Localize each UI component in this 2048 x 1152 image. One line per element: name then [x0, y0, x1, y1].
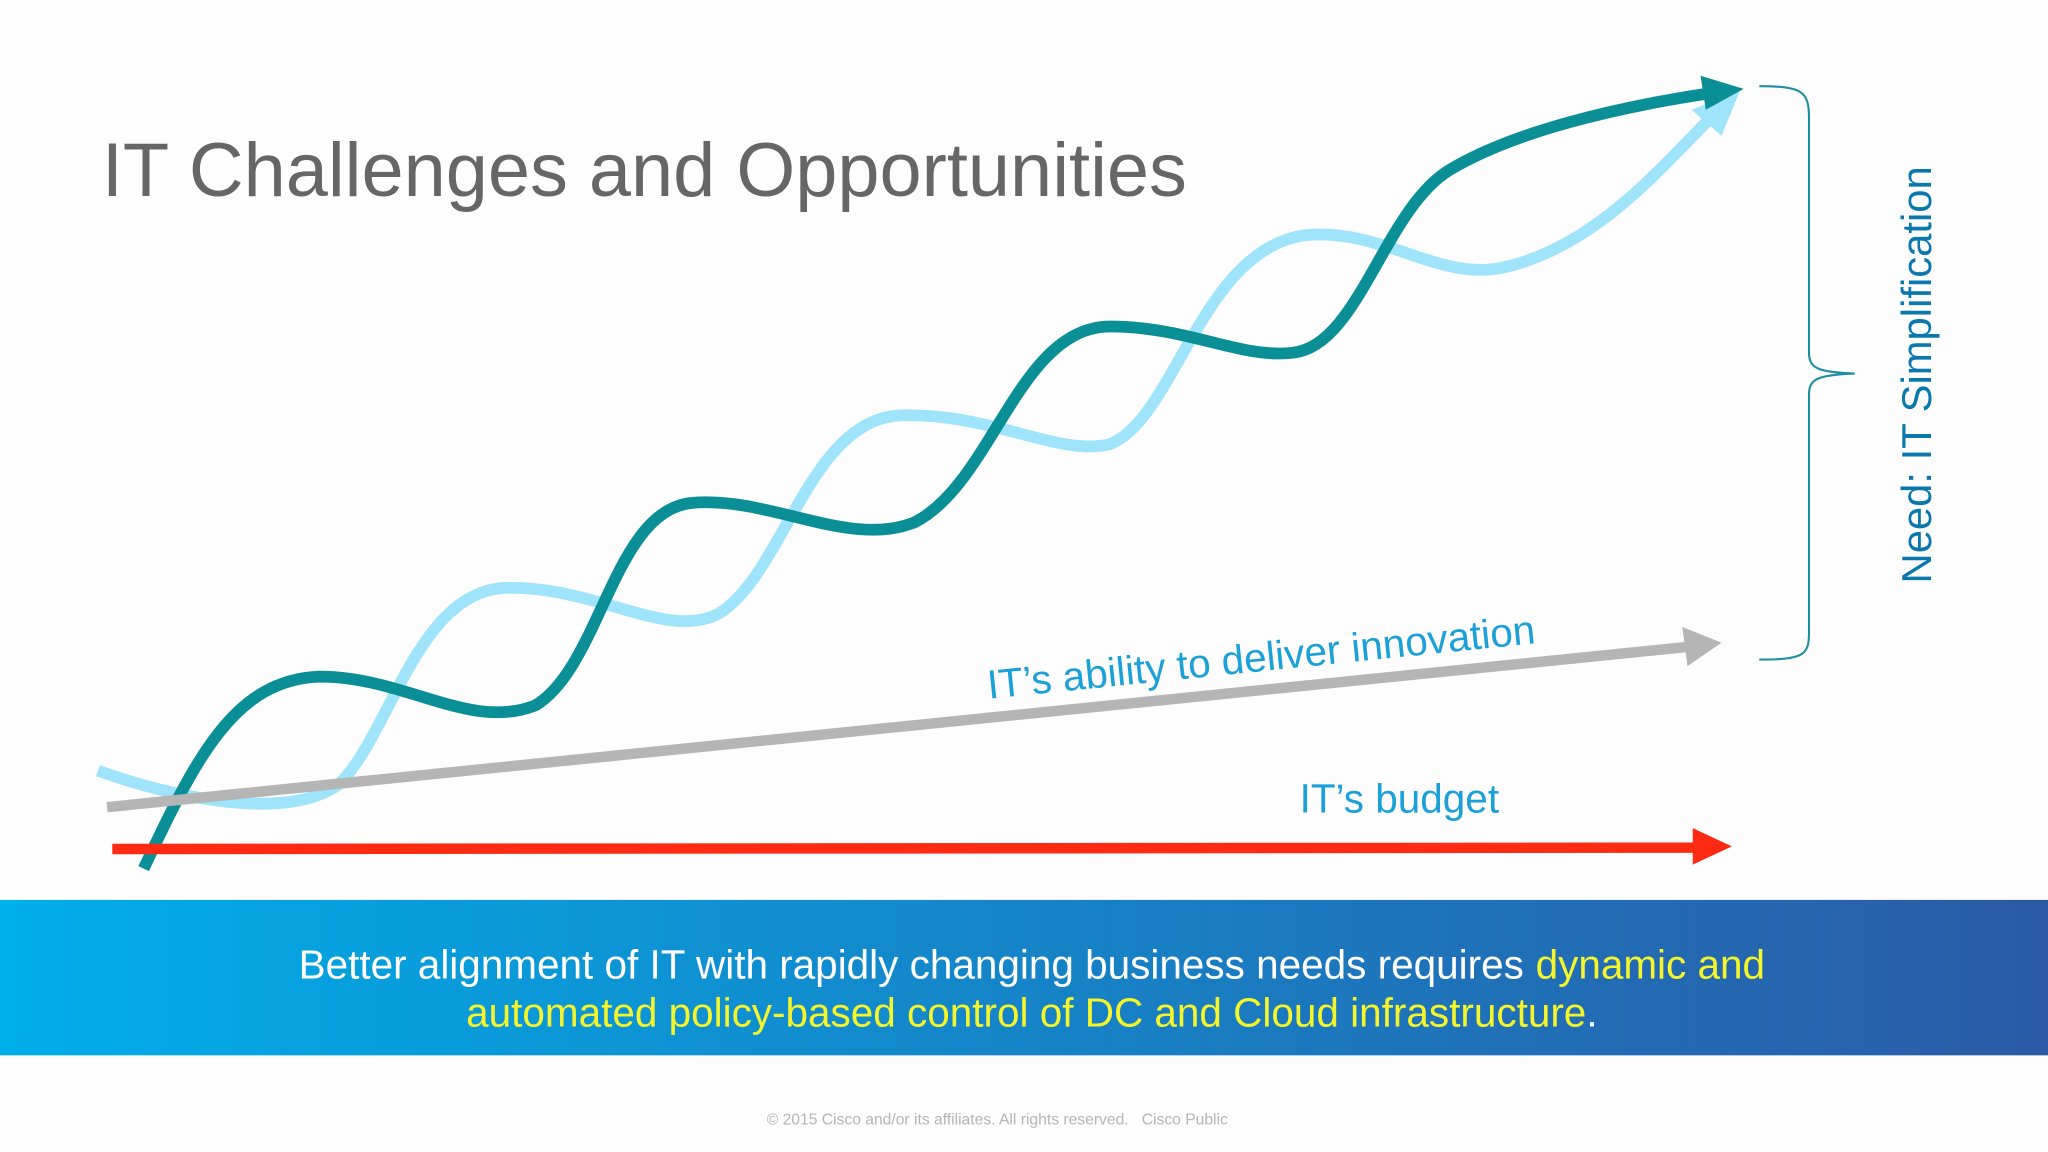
budget-label: IT’s budget: [1300, 775, 1499, 821]
banner-line-2: automated policy-based control of DC and…: [466, 990, 1597, 1036]
budget-arrow: [112, 842, 1698, 855]
banner-line-1: Better alignment of IT with rapidly chan…: [299, 941, 1765, 987]
wave-teal: [138, 88, 1706, 872]
copyright: © 2015 Cisco and/or its affiliates. All …: [767, 1112, 1129, 1129]
arrowhead-light: [1691, 91, 1740, 136]
footer-text: © 2015 Cisco and/or its affiliates. All …: [767, 1112, 1228, 1129]
banner-text: Better alignment of IT with rapidly chan…: [299, 941, 1524, 987]
brace: [1759, 85, 1855, 661]
banner-highlight: dynamic and: [1536, 941, 1765, 987]
arrowhead-teal: [1700, 75, 1744, 110]
banner: [0, 899, 2048, 1056]
innovation-arrowhead: [1682, 626, 1722, 667]
wave-light: [95, 113, 1716, 810]
slide-title: IT Challenges and Opportunities: [102, 128, 1187, 213]
banner-highlight: automated policy-based control of DC and…: [466, 990, 1586, 1036]
classification: Cisco Public: [1142, 1112, 1228, 1129]
need-label: Need: IT Simplification: [1893, 166, 1940, 583]
budget-arrowhead: [1692, 828, 1732, 865]
banner-text: .: [1586, 990, 1597, 1036]
innovation-arrow: [106, 641, 1692, 813]
